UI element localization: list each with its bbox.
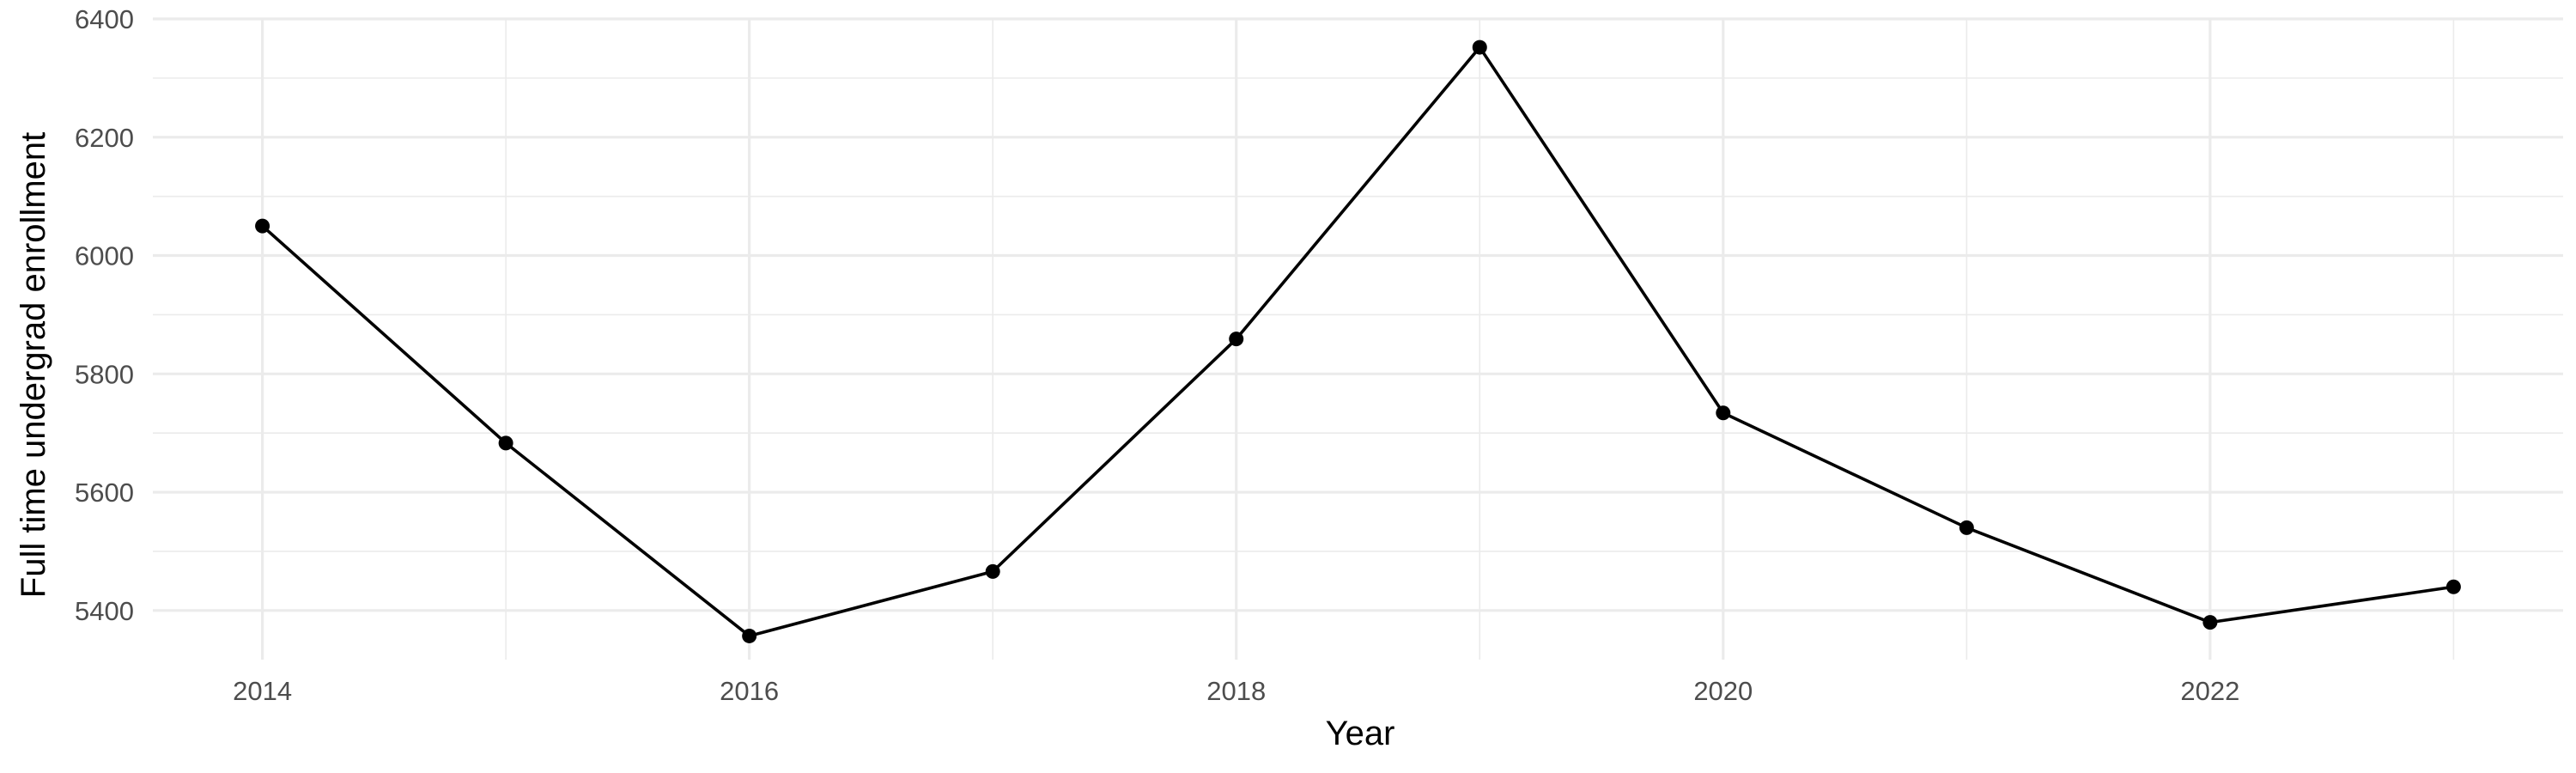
x-tick-label: 2022 — [2180, 676, 2239, 706]
data-point — [1959, 520, 1974, 535]
data-point — [1716, 405, 1731, 421]
data-point — [2202, 615, 2218, 630]
y-tick-label: 6400 — [75, 4, 134, 34]
data-point — [498, 435, 513, 451]
x-tick-label: 2018 — [1206, 676, 1266, 706]
x-tick-label: 2020 — [1693, 676, 1753, 706]
data-point — [2445, 579, 2461, 594]
y-tick-label: 6000 — [75, 241, 134, 271]
data-point — [985, 563, 1000, 579]
data-series — [255, 40, 2461, 643]
y-tick-label: 6200 — [75, 123, 134, 153]
gridlines — [153, 17, 2563, 660]
y-tick-label: 5600 — [75, 478, 134, 508]
data-point — [1229, 332, 1244, 347]
data-point — [255, 218, 270, 234]
x-axis-title: Year — [1326, 715, 1395, 752]
y-axis-title: Full time undergrad enrollment — [15, 132, 52, 598]
series-line — [261, 46, 2454, 638]
axis-tick-labels: 5400 5600 5800 6000 6200 6400 2014 2016 2018 2020… — [75, 4, 2239, 706]
x-tick-label: 2014 — [233, 676, 292, 706]
data-point — [1472, 40, 1487, 55]
x-tick-label: 2016 — [720, 676, 779, 706]
y-tick-label: 5400 — [75, 596, 134, 626]
data-point — [742, 628, 757, 643]
y-tick-label: 5800 — [75, 359, 134, 389]
